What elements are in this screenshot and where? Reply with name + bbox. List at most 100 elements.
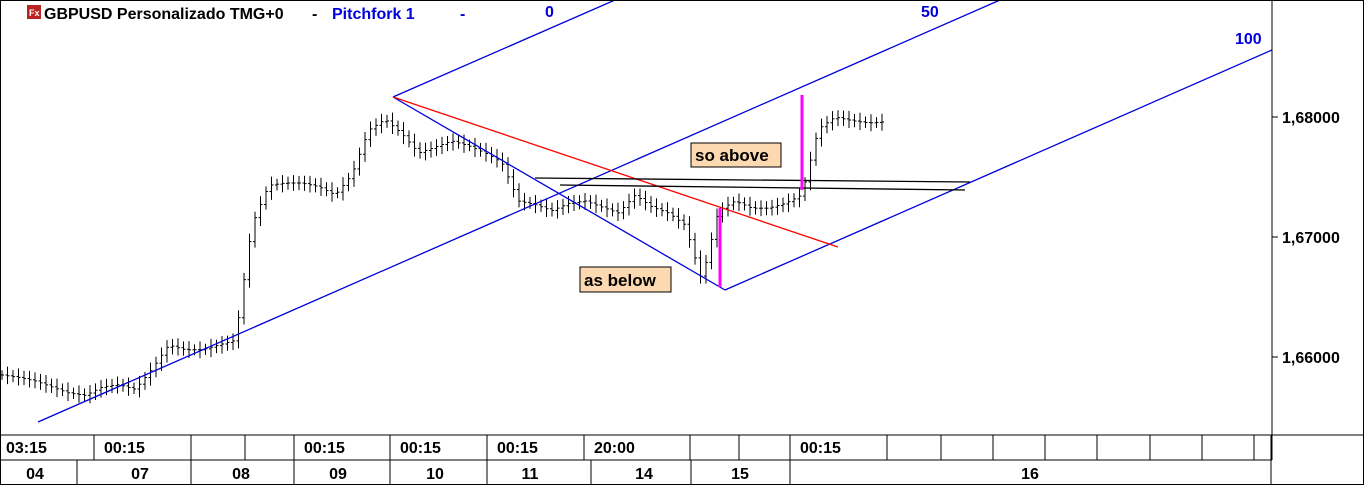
price-bar (451, 133, 455, 151)
price-bar (247, 233, 252, 288)
price-bar (781, 197, 785, 213)
price-bar (748, 196, 752, 216)
price-bar (38, 373, 43, 390)
fan-label-50: 50 (921, 4, 939, 21)
price-bar (555, 200, 560, 219)
price-bar (522, 192, 527, 211)
price-bar (352, 160, 356, 187)
price-bar (33, 372, 37, 389)
price-bar (22, 370, 26, 386)
fan-label-100: 100 (1235, 31, 1262, 48)
price-bar (170, 338, 175, 355)
price-bar (797, 187, 802, 208)
price-bar (775, 197, 780, 215)
price-bar (610, 203, 615, 217)
price-bar (341, 177, 345, 201)
price-bar (126, 377, 131, 396)
price-bar (676, 207, 681, 229)
price-bar (550, 202, 554, 217)
x-day-label: 09 (329, 466, 347, 483)
price-bar (423, 142, 428, 161)
price-bar (82, 388, 87, 402)
price-bar (709, 232, 714, 270)
price-bar (44, 374, 48, 393)
price-bar (374, 118, 378, 136)
so-above-box[interactable] (690, 142, 782, 168)
price-bar (110, 378, 114, 394)
price-bar (390, 112, 395, 135)
price-bar (11, 370, 15, 383)
price-bar (440, 136, 444, 155)
price-bar (544, 198, 549, 218)
price-bar (682, 214, 686, 231)
price-bar (836, 110, 840, 127)
price-bar (841, 110, 846, 126)
price-bar (418, 142, 422, 159)
price-bar (693, 232, 697, 265)
x-day-label: 10 (426, 466, 444, 483)
price-bar (60, 383, 65, 397)
price-bar (258, 196, 263, 226)
x-day-label: 08 (232, 466, 250, 483)
y-tick-label: 1,67000 (1282, 230, 1340, 247)
time-axis: 03:15 00:15 00:15 00:15 00:15 20:00 00:15 04 07 0… (6, 435, 1272, 485)
price-bar (16, 368, 21, 386)
price-bar (759, 200, 763, 217)
x-time-label: 03:15 (6, 440, 47, 457)
price-bar (88, 385, 92, 404)
price-bar (5, 366, 10, 385)
price-bar (27, 370, 32, 388)
price-bar (407, 130, 411, 148)
price-bar (808, 151, 813, 191)
x-time-label: 00:15 (497, 440, 538, 457)
price-bar (236, 310, 241, 349)
price-bar (638, 188, 642, 206)
x-day-label: 15 (731, 466, 749, 483)
price-bar (819, 118, 824, 147)
symbol-title[interactable]: GBPUSD Personalizado TMG+0 (44, 6, 284, 23)
price-bar (412, 133, 417, 157)
price-bar (478, 142, 483, 157)
price-bar (159, 347, 164, 371)
pitchfork-handle-line[interactable] (392, 96, 726, 291)
price-bar (55, 378, 59, 398)
price-bar (165, 340, 169, 363)
svg-text:Fx: Fx (29, 8, 40, 18)
price-bar (858, 112, 862, 131)
price-bar (473, 137, 477, 157)
price-bar (280, 175, 285, 193)
x-day-label: 11 (522, 466, 539, 483)
symbol-dropdown[interactable]: - (312, 6, 317, 23)
fx-logo-icon (27, 5, 41, 19)
price-bar (616, 202, 620, 222)
pitchfork-upper-line[interactable] (392, 0, 616, 98)
price-bar (335, 187, 340, 199)
x-time-label: 20:00 (594, 440, 635, 457)
as-below-box[interactable] (579, 266, 672, 293)
price-bar (715, 208, 719, 248)
drawing-dropdown[interactable]: - (460, 6, 465, 23)
price-bar (764, 201, 769, 216)
price-bar (346, 172, 351, 192)
price-bar (698, 250, 703, 284)
price-bar (654, 198, 659, 217)
so-above-label: so above (695, 146, 769, 165)
price-bar (291, 175, 296, 191)
price-bar (77, 385, 81, 403)
price-bar (242, 272, 246, 325)
price-bar (379, 113, 384, 134)
price-bar (588, 195, 593, 209)
y-tick-label: 1,68000 (1282, 110, 1340, 127)
black-line-2[interactable] (559, 184, 966, 191)
price-bar (869, 114, 873, 132)
price-bar (214, 339, 219, 354)
pitchfork-median-line[interactable] (37, 0, 1001, 423)
black-line-1[interactable] (534, 177, 971, 183)
price-bar (874, 117, 879, 129)
price-bar (220, 335, 224, 354)
pitchfork-lower-line[interactable] (724, 49, 1273, 291)
price-bar (154, 356, 158, 378)
red-trendline[interactable] (392, 96, 839, 248)
drawing-title[interactable]: Pitchfork 1 (332, 6, 415, 23)
